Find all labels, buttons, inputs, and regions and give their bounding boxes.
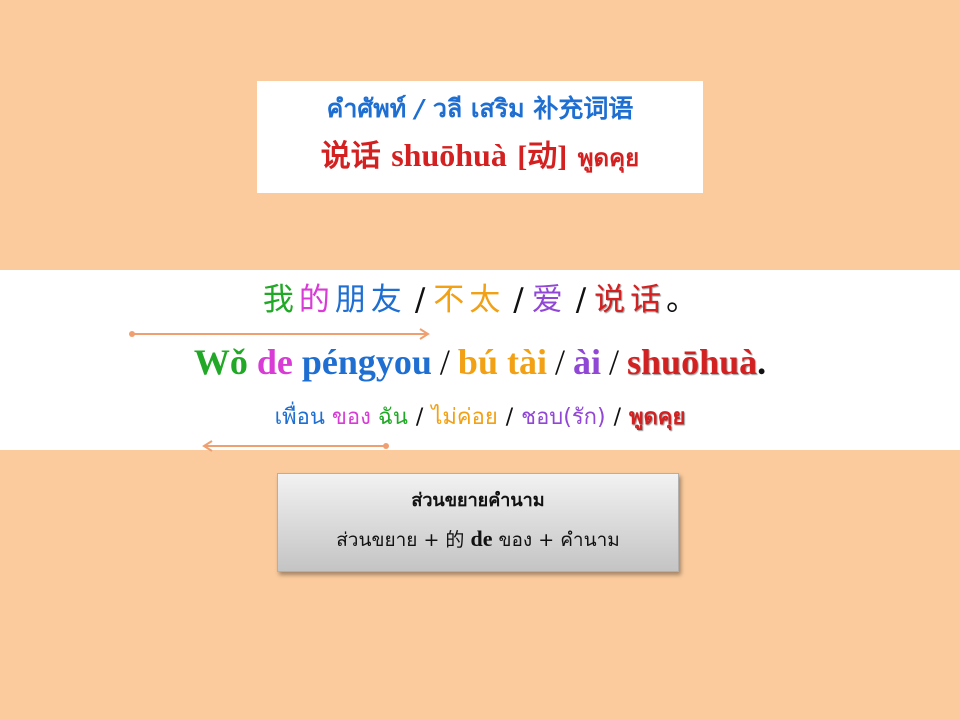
vocab-title-box: คำศัพท์ / วลี เสริม 补充词语 说话 shuōhuà [动] … bbox=[257, 81, 703, 193]
title-line-2: 说话 shuōhuà [动] พูดคุย bbox=[257, 131, 703, 182]
cn-wo: 我 bbox=[262, 282, 299, 318]
py-ai: ài bbox=[572, 342, 601, 382]
vocab-meaning: พูดคุย bbox=[577, 144, 640, 172]
formula-de-char: 的 bbox=[445, 529, 465, 551]
grammar-note-box: ส่วนขยายคำนาม ส่วนขยาย + 的 de ของ + คำนา… bbox=[277, 473, 679, 572]
th-friend: เพื่อน bbox=[274, 405, 325, 430]
th-slash-1: / bbox=[415, 405, 424, 430]
cn-de: 的 bbox=[298, 282, 335, 318]
cn-slash-3: / bbox=[575, 282, 587, 318]
sentence-thai-row: เพื่อน ของ ฉัน / ไม่ค่อย / ชอบ(รัก) / พูดคุย bbox=[0, 400, 960, 436]
grammar-formula: ส่วนขยาย + 的 de ของ + คำนาม bbox=[278, 524, 678, 555]
vocab-part-of-speech: [动] bbox=[517, 140, 568, 173]
th-talk: พูดคุย bbox=[628, 405, 686, 430]
sentence-pinyin-row: Wǒ de péngyou / bú tài / ài / shuōhuà. bbox=[0, 340, 960, 384]
py-slash-3: / bbox=[609, 342, 620, 382]
cn-ai: 爱 bbox=[531, 282, 568, 318]
cn-shuohua: 说话 bbox=[594, 282, 667, 318]
forward-arrow-icon bbox=[129, 328, 430, 340]
th-like: ชอบ(รัก) bbox=[521, 405, 606, 430]
backward-arrow-icon bbox=[202, 440, 389, 452]
cn-period: 。 bbox=[666, 282, 698, 318]
cn-slash-2: / bbox=[513, 282, 524, 318]
example-sentence-band: 我的朋友 / 不太 / 爱 / 说话。 Wǒ de péngyou / bú tài / ài / sh… bbox=[0, 270, 960, 452]
thai-vocab-label: คำศัพท์ bbox=[326, 94, 407, 123]
th-slash-3: / bbox=[613, 405, 621, 430]
grammar-note-title: ส่วนขยายคำนาม bbox=[411, 490, 545, 511]
formula-de-pinyin: de bbox=[470, 526, 493, 551]
th-not-very: ไม่ค่อย bbox=[431, 405, 498, 430]
title-separator: / bbox=[414, 94, 425, 123]
py-slash-1: / bbox=[439, 342, 450, 382]
formula-modifier: ส่วนขยาย bbox=[336, 529, 418, 551]
py-wo: Wǒ bbox=[193, 342, 248, 382]
sentence-chinese-row: 我的朋友 / 不太 / 爱 / 说话。 bbox=[0, 278, 960, 322]
formula-plus-1: + bbox=[423, 529, 440, 551]
py-de: de bbox=[256, 342, 293, 382]
vocab-pinyin: shuōhuà bbox=[391, 137, 507, 173]
py-pengyou: péngyou bbox=[301, 342, 432, 382]
chinese-extra-label: 补充词语 bbox=[533, 94, 634, 123]
py-slash-2: / bbox=[554, 342, 565, 382]
vocab-word: 说话 bbox=[320, 139, 381, 174]
th-of: ของ bbox=[331, 405, 371, 430]
py-shuohua: shuōhuà bbox=[627, 342, 758, 382]
thai-extra-label: วลี เสริม bbox=[432, 94, 525, 123]
cn-slash-1: / bbox=[414, 282, 426, 318]
th-slash-2: / bbox=[505, 405, 514, 430]
formula-noun: คำนาม bbox=[560, 529, 620, 551]
th-me: ฉัน bbox=[377, 405, 408, 430]
py-period: . bbox=[757, 342, 767, 382]
cn-pengyou: 朋友 bbox=[334, 282, 407, 318]
title-line-1: คำศัพท์ / วลี เสริม 补充词语 bbox=[257, 87, 703, 131]
formula-plus-2: + bbox=[538, 529, 555, 551]
cn-butai: 不太 bbox=[433, 282, 506, 318]
formula-de-thai: ของ bbox=[498, 529, 533, 551]
py-butai: bú tài bbox=[457, 342, 547, 382]
